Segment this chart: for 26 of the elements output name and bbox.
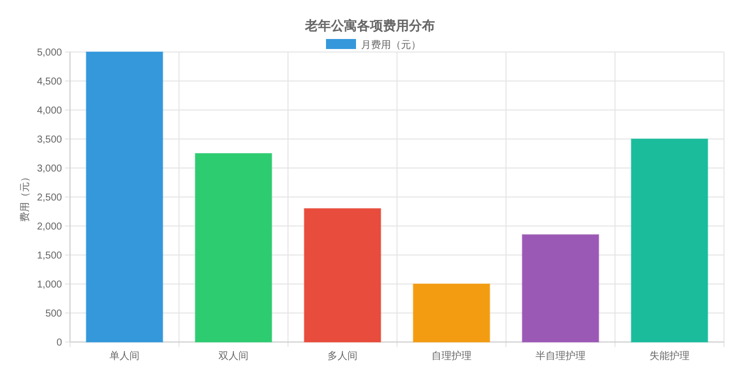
- x-tick-label: 半自理护理: [536, 350, 586, 362]
- y-tick-label: 5,000: [36, 48, 62, 58]
- y-tick-label: 2,000: [36, 222, 62, 232]
- y-tick-label: 1,500: [36, 250, 62, 262]
- y-tick-label: 3,000: [36, 164, 62, 174]
- bar: [412, 284, 490, 342]
- bar: [86, 52, 164, 342]
- y-tick-label: 4,000: [36, 106, 62, 116]
- y-axis-title: 费用（元）: [19, 172, 31, 222]
- bar: [194, 153, 272, 342]
- x-tick-label: 失能护理: [650, 350, 690, 362]
- legend-label: 月费用（元）: [361, 39, 421, 51]
- bar: [304, 208, 382, 342]
- y-tick-label: 3,500: [36, 134, 62, 146]
- x-tick-label: 自理护理: [432, 350, 472, 362]
- bar: [630, 138, 708, 342]
- x-tick-label: 多人间: [328, 350, 358, 362]
- y-tick-label: 500: [45, 308, 62, 320]
- y-tick-label: 4,500: [36, 76, 62, 88]
- y-tick-label: 2,500: [36, 192, 62, 204]
- y-tick-label: 1,000: [36, 280, 62, 290]
- x-tick-label: 单人间: [110, 350, 140, 362]
- y-tick-label: 0: [56, 338, 62, 348]
- bar: [522, 234, 600, 342]
- chart-title: 老年公寓各项费用分布: [304, 18, 435, 33]
- x-tick-label: 双人间: [218, 350, 248, 362]
